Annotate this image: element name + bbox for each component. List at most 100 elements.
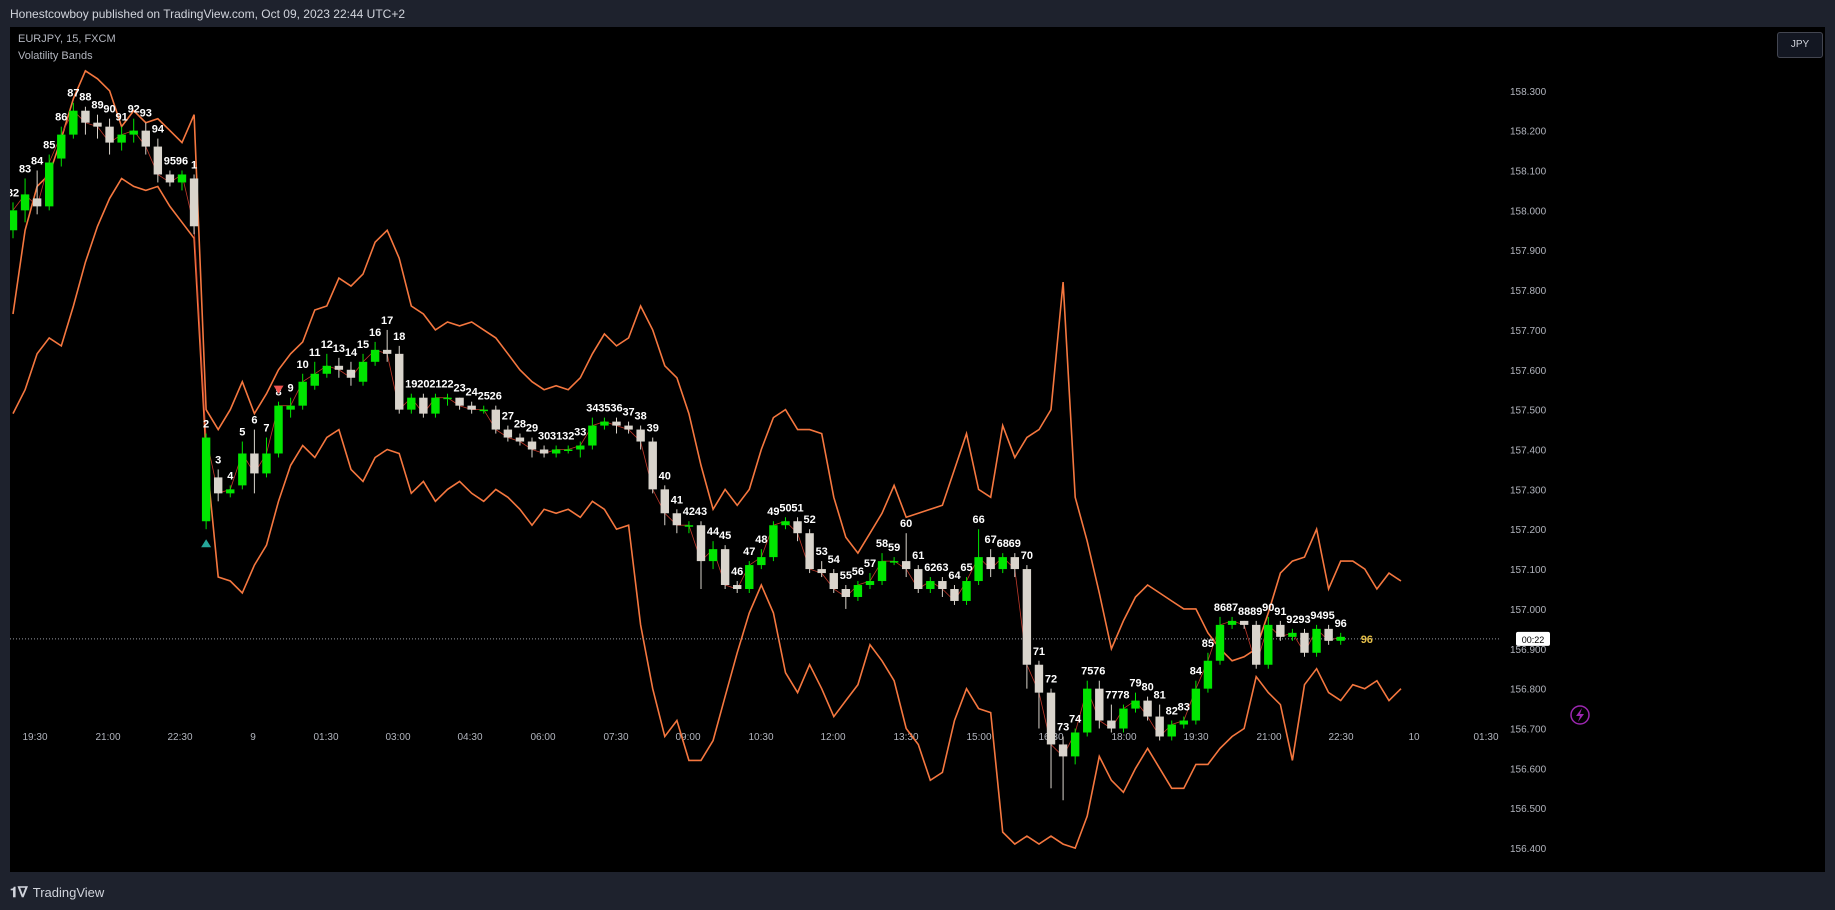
candle-body [262, 453, 271, 474]
candle-body [20, 194, 30, 211]
candle-body [938, 581, 947, 590]
time-tick-label: 01:30 [1473, 732, 1498, 743]
candle-count-label: 77 [1105, 690, 1117, 702]
candle-count-label: 87 [1226, 602, 1238, 614]
candle-body [829, 573, 838, 590]
chart-area[interactable]: EURJPY, 15, FXCM Volatility Bands JPY 15… [7, 27, 1825, 872]
candle-body [105, 126, 114, 143]
candle-count-label: 88 [79, 92, 91, 104]
candle-body [165, 174, 175, 183]
time-tick-label: 22:30 [167, 732, 192, 743]
candle-count-label: 84 [1190, 666, 1203, 678]
candle-count-label: 81 [1154, 690, 1166, 702]
candle-count-label: 76 [1093, 666, 1105, 678]
candle-body [129, 130, 138, 135]
candle-body [274, 405, 283, 454]
price-tick-label: 156.500 [1510, 804, 1547, 815]
candle-count-label: 87 [67, 88, 79, 100]
candle-body [853, 585, 863, 597]
indicator-legend: Volatility Bands [18, 50, 93, 62]
currency-button[interactable]: JPY [1777, 32, 1823, 58]
candle-count-label: 89 [1250, 606, 1262, 618]
candle-count-label: 96 [1335, 618, 1347, 630]
candlestick-chart[interactable]: 158.300 158.200 158.100 158.000 157.900 157.8… [7, 27, 1825, 872]
candle-count-label: 93 [140, 108, 152, 120]
lightning-icon [1570, 705, 1590, 725]
candle-body [962, 581, 971, 601]
candle-body [527, 441, 537, 450]
candle-count-label: 10 [297, 359, 309, 371]
candle-body [865, 581, 875, 586]
price-tick-label: 158.300 [1510, 87, 1547, 98]
time-tick-label: 19:30 [22, 732, 47, 743]
candle-body [1058, 744, 1068, 757]
time-tick-label: 07:30 [603, 732, 628, 743]
candle-count-label: 47 [743, 546, 755, 558]
tradingview-logo-icon: 𝟏∇ [10, 884, 28, 900]
candle-count-label: 41 [671, 494, 683, 506]
candle-count-label: 91 [116, 112, 128, 124]
candle-body [539, 449, 549, 454]
candle-body [370, 349, 380, 362]
candle-count-label: 36 [610, 403, 622, 415]
candle-body [407, 397, 416, 410]
candle-body [431, 397, 440, 414]
candle-count-label: 5 [239, 427, 245, 439]
candle-body [998, 557, 1007, 570]
time-tick-label: 01:30 [313, 732, 338, 743]
brand-name: TradingView [32, 885, 105, 900]
candle-count-label: 96 [176, 155, 188, 167]
candle-body [201, 437, 211, 522]
candle-count-label: 59 [888, 542, 900, 554]
candle-count-label: 83 [19, 163, 31, 175]
candle-body [986, 557, 995, 570]
candle-body [576, 445, 585, 450]
candle-body [455, 397, 464, 406]
candle-count-label: 50 [779, 502, 791, 514]
candle-body [914, 569, 923, 590]
candle-count-label: 52 [803, 514, 815, 526]
candle-count-label: 83 [1178, 702, 1190, 714]
candle-count-label: 17 [381, 315, 393, 327]
close-price-line [12, 110, 1341, 758]
price-tick-label: 156.800 [1510, 685, 1547, 696]
candle-body [1203, 660, 1213, 689]
candle-body [117, 134, 126, 143]
price-tick-label: 157.000 [1510, 605, 1547, 616]
candle-body [250, 453, 259, 474]
candle-count-label: 27 [502, 411, 514, 423]
candle-count-label: 57 [864, 558, 876, 570]
candle-count-label: 85 [1202, 638, 1214, 650]
candle-body [8, 210, 18, 231]
candle-count-label: 72 [1045, 674, 1057, 686]
countdown-box [1516, 631, 1550, 646]
candle-body [346, 369, 356, 378]
candle-count-label: 68 [997, 538, 1009, 550]
candle-body [733, 585, 742, 590]
candle-body [660, 489, 669, 514]
candle-count-label: 25 [478, 391, 490, 403]
candle-body [1022, 569, 1032, 665]
bottom-bar: 𝟏∇ TradingView [0, 872, 1835, 910]
candle-body [395, 353, 404, 410]
candle-body [841, 589, 851, 597]
candle-body [974, 557, 983, 582]
candle-count-label: 63 [936, 562, 948, 574]
time-tick-label: 09:00 [675, 732, 700, 743]
candle-count-label: 49 [767, 506, 779, 518]
candle-count-label: 90 [103, 104, 115, 116]
candle-body [1252, 624, 1261, 665]
candle-count-label: 6 [251, 415, 257, 427]
time-tick-label: 10 [1408, 732, 1420, 743]
candle-count-label: 93 [1298, 614, 1310, 626]
candle-count-label: 65 [960, 562, 972, 574]
candle-body [793, 521, 802, 534]
candle-body [1264, 624, 1273, 665]
buy-signal-triangle-icon [201, 539, 212, 548]
time-tick-label: 21:00 [95, 732, 120, 743]
price-tick-label: 156.900 [1510, 645, 1547, 656]
candle-body [648, 441, 657, 490]
tradingview-brand[interactable]: 𝟏∇ TradingView [10, 884, 104, 901]
candle-body [515, 437, 525, 442]
candle-body [1095, 688, 1104, 721]
